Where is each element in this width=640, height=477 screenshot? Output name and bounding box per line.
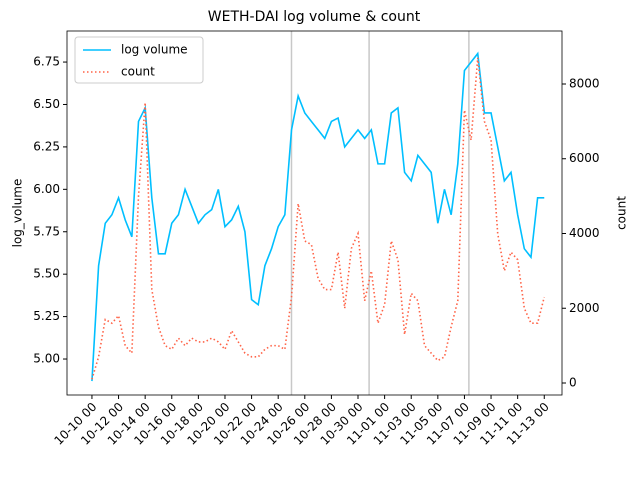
legend-label: log volume bbox=[121, 43, 188, 57]
chart-title: WETH-DAI log volume & count bbox=[208, 9, 421, 25]
y-axis-label: log_volume bbox=[11, 179, 25, 248]
y2-tick-label: 2000 bbox=[569, 301, 600, 315]
y2-tick-label: 0 bbox=[569, 376, 577, 390]
y2-axis-label: count bbox=[615, 196, 629, 230]
y-tick-label: 6.00 bbox=[33, 182, 60, 196]
data-line bbox=[91, 57, 546, 380]
legend-label: count bbox=[121, 65, 155, 79]
y-tick-label: 5.25 bbox=[33, 309, 60, 323]
y-tick-label: 5.75 bbox=[33, 224, 60, 238]
y2-tick-label: 8000 bbox=[569, 76, 600, 90]
y-tick-label: 6.25 bbox=[33, 139, 60, 153]
y-tick-label: 6.75 bbox=[33, 55, 60, 69]
y-tick-label: 5.50 bbox=[33, 267, 60, 281]
y-tick-label: 5.00 bbox=[33, 352, 60, 366]
y2-tick-label: 4000 bbox=[569, 226, 600, 240]
data-line bbox=[91, 51, 545, 382]
plot-frame bbox=[66, 30, 563, 396]
y2-tick-label: 6000 bbox=[569, 151, 600, 165]
y-tick-label: 6.50 bbox=[33, 97, 60, 111]
